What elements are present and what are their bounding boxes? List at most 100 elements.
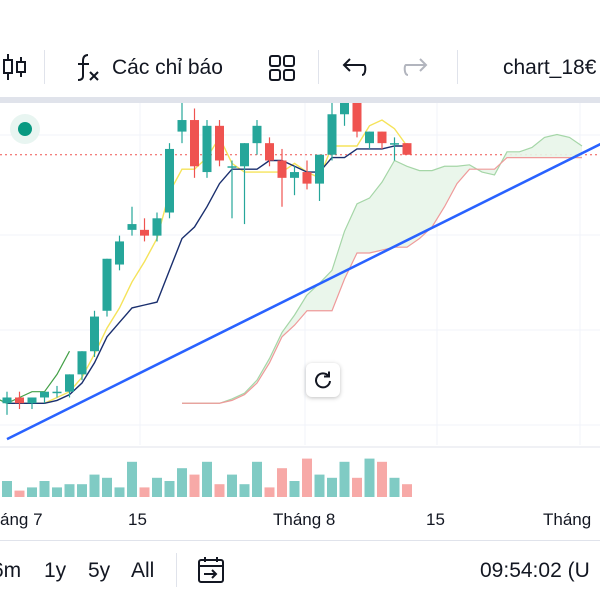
volume-bar (402, 484, 412, 497)
volume-bar (227, 474, 237, 497)
goto-date-button[interactable] (196, 555, 226, 590)
candle-up (365, 131, 374, 144)
candle-up (127, 224, 137, 230)
reset-chart-button[interactable] (306, 363, 340, 397)
chart-area[interactable]: áng 7 15 Tháng 8 15 Tháng (0, 103, 600, 540)
candle-down (352, 103, 362, 132)
trendline (6, 142, 600, 441)
clock-display: 09:54:02 (U (480, 559, 590, 582)
volume-bar (202, 461, 212, 497)
candle-up (90, 316, 99, 352)
indicators-label: Các chỉ báo (112, 56, 223, 79)
symbol-label: chart_18€ (503, 56, 597, 79)
range-all-button[interactable]: All (131, 559, 155, 582)
range-5y-button[interactable]: 5y (88, 559, 111, 582)
volume-bar (377, 461, 387, 497)
candle-up (152, 218, 162, 236)
layouts-button[interactable] (268, 54, 296, 82)
toolbar-separator (44, 50, 45, 84)
redo-icon (403, 58, 428, 76)
volume-bar (327, 477, 337, 497)
range-1y-button[interactable]: 1y (44, 559, 67, 582)
volume-bar (389, 477, 400, 497)
indicators-button[interactable]: Các chỉ báo (74, 52, 223, 84)
volume-bar (89, 474, 100, 497)
volume-bar (39, 481, 50, 497)
volume-bar (52, 487, 62, 497)
volume-bar (264, 487, 275, 497)
candle-up (290, 172, 299, 178)
candle-up (165, 148, 174, 213)
toolbar-separator (318, 50, 319, 84)
candlestick-icon (3, 54, 26, 80)
bottom-bar: 6m 1y 5y All 09:54:02 (U (0, 540, 600, 601)
x-axis-tick-label: Tháng (543, 510, 591, 529)
candle-up (115, 241, 124, 265)
status-indicator[interactable] (10, 114, 40, 144)
volume-bar (177, 468, 187, 497)
volume-bar (102, 477, 112, 497)
volume-bar (352, 477, 362, 497)
symbol-name-button[interactable]: chart_18€ (503, 56, 596, 80)
volume-bar (302, 458, 312, 497)
volume-bar (27, 487, 37, 497)
volume-bar (164, 481, 175, 497)
volume-bar (252, 461, 262, 497)
redo-button[interactable] (402, 56, 428, 80)
candle-down (377, 131, 387, 144)
grid-icon (269, 55, 295, 81)
volume-bar (64, 484, 75, 497)
range-1m-button[interactable]: 6m (0, 559, 22, 582)
undo-button[interactable] (342, 56, 368, 80)
candle-up (390, 143, 399, 145)
volume-bar (277, 468, 287, 497)
volume-bar (14, 490, 25, 497)
candle-up (52, 391, 62, 394)
x-axis-tick-label: 15 (426, 510, 445, 529)
span-a-line (182, 133, 583, 404)
candle-up (227, 166, 237, 168)
span-b-line (182, 157, 582, 404)
x-axis-tick-label: áng 7 (0, 510, 43, 529)
candle-up (240, 143, 249, 167)
candle-up (315, 154, 324, 184)
candle-down (277, 160, 287, 178)
volume-bar (114, 487, 125, 497)
x-axis-tick-label: Tháng 8 (273, 510, 335, 529)
candle-up (2, 397, 12, 404)
candle-up (40, 391, 49, 398)
candle-up (252, 125, 262, 144)
chikou-line (0, 350, 71, 404)
volume-bar (77, 484, 87, 497)
candle-up (177, 120, 187, 132)
candle-down (302, 172, 312, 184)
price-chart[interactable]: áng 7 15 Tháng 8 15 Tháng (0, 103, 600, 540)
x-axis-tick-label: 15 (128, 510, 147, 529)
volume-bar (2, 481, 12, 497)
fx-icon (77, 54, 99, 81)
candle-down (402, 143, 412, 155)
volume-bar (139, 487, 150, 497)
volume-bar (289, 481, 300, 497)
volume-bar (189, 474, 200, 497)
volume-bar (239, 484, 250, 497)
undo-icon (342, 58, 367, 76)
candle-down (265, 143, 274, 161)
toolbar-separator (457, 50, 458, 84)
candle-up (202, 125, 212, 173)
volume-bar (152, 477, 162, 497)
candle-up (327, 114, 337, 155)
top-toolbar: Các chỉ báo chart_18€ (0, 0, 600, 97)
ichimoku-cloud (182, 134, 582, 404)
candle-down (215, 125, 224, 161)
candle-down (140, 229, 149, 236)
candle-up (340, 103, 349, 115)
toolbar-divider (0, 97, 600, 103)
candle-up (77, 351, 87, 375)
volume-bar (364, 458, 375, 497)
volume-bar (214, 484, 225, 497)
volume-bar (339, 461, 350, 497)
candle-down (15, 397, 24, 404)
status-dot-icon (18, 122, 32, 136)
chart-type-button[interactable] (2, 52, 28, 82)
